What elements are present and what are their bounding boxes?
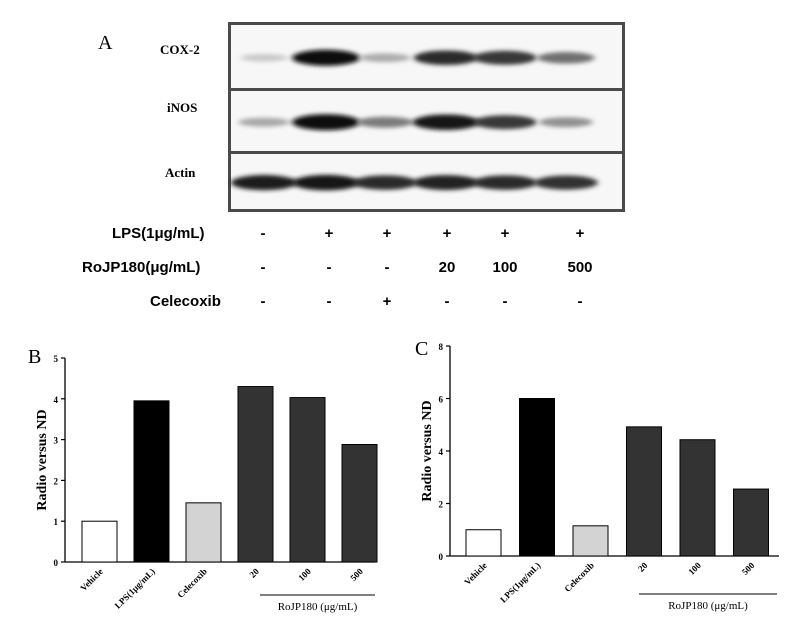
- blot-band: [473, 50, 537, 65]
- blot-label-inos: iNOS: [167, 100, 198, 115]
- blot-band: [359, 53, 411, 63]
- chart-b: 0 1 2 3 4 5 Radio versus ND Vehicle LPS(1μg/mL) C…: [35, 354, 378, 613]
- blot-band: [539, 117, 593, 128]
- treatment-cell: +: [442, 225, 452, 242]
- y-tick-label: 4: [54, 395, 59, 405]
- treatment-label-lps: LPS(1μg/mL): [112, 225, 205, 242]
- blot-band: [534, 175, 598, 190]
- bar-2: [572, 525, 609, 557]
- treatment-cell: -: [260, 259, 266, 276]
- blot-band: [413, 175, 479, 191]
- treatment-cell: +: [382, 225, 392, 242]
- x-tick-label: 20: [636, 560, 650, 574]
- treatment-cell: -: [577, 293, 583, 310]
- treatment-cell: 500: [567, 259, 593, 276]
- blot-band: [473, 115, 537, 130]
- blot-band: [292, 114, 360, 131]
- x-tick-label: 500: [740, 560, 757, 577]
- chart-c: 0 2 4 6 8 Radio versus ND Vehicle LPS(1μg/mL) Ce…: [420, 342, 779, 612]
- bar-4: [679, 439, 716, 557]
- treatment-cell: +: [324, 225, 334, 242]
- blot-band: [292, 49, 360, 66]
- bar-4: [289, 397, 326, 563]
- blot-band: [230, 175, 298, 191]
- y-tick-label: 8: [439, 342, 444, 352]
- y-tick-label: 1: [54, 517, 59, 527]
- blot-band: [238, 117, 290, 127]
- bar-1: [133, 400, 170, 563]
- treatment-cell: +: [382, 293, 392, 310]
- treatment-label-celecoxib: Celecoxib: [150, 293, 221, 310]
- bar-0: [465, 529, 502, 557]
- x-tick-label: LPS(1μg/mL): [113, 566, 157, 610]
- bar-2: [185, 502, 222, 563]
- bar-3: [626, 426, 662, 557]
- y-tick-label: 0: [439, 552, 444, 562]
- bar-1: [519, 398, 555, 557]
- western-blot-image: [228, 22, 625, 212]
- y-tick-label: 2: [439, 500, 444, 510]
- blot-band: [352, 175, 418, 190]
- blot-band: [472, 175, 538, 190]
- treatment-cell: 20: [438, 259, 456, 276]
- blot-band: [240, 54, 288, 62]
- blot-band: [412, 114, 480, 130]
- treatment-cell: 100: [492, 259, 518, 276]
- treatment-cell: +: [500, 225, 510, 242]
- bar-0: [81, 520, 118, 563]
- group-label: RoJP180 (μg/mL): [278, 601, 358, 613]
- y-tick-label: 5: [54, 354, 59, 364]
- blot-label-actin: Actin: [165, 165, 196, 180]
- blot-band: [292, 174, 360, 191]
- bar-3: [237, 386, 274, 563]
- treatment-cell: -: [260, 225, 266, 242]
- bar-5: [341, 443, 378, 563]
- y-tick-label: 6: [439, 395, 444, 405]
- y-tick-label: 3: [54, 436, 59, 446]
- x-tick-label: 20: [247, 566, 261, 580]
- x-tick-label: Celecoxib: [175, 566, 209, 600]
- x-tick-label: Celecoxib: [562, 560, 596, 594]
- panel-c-letter: C: [415, 338, 429, 360]
- y-tick-label: 0: [54, 558, 59, 568]
- blot-label-cox2: COX-2: [160, 42, 200, 57]
- y-tick-label: 2: [54, 476, 59, 486]
- y-axis-label: Radio versus ND: [35, 409, 50, 510]
- bar-5: [733, 488, 769, 557]
- y-tick-label: 4: [439, 447, 444, 457]
- treatment-cell: -: [444, 293, 450, 310]
- panel-b-letter: B: [28, 346, 42, 368]
- treatment-cell: -: [326, 293, 332, 310]
- x-tick-label: 100: [686, 560, 703, 577]
- treatment-cell: +: [575, 225, 585, 242]
- blot-band: [537, 52, 595, 64]
- treatment-cell: -: [260, 293, 266, 310]
- blot-band: [357, 116, 413, 128]
- blot-band: [413, 50, 479, 66]
- x-tick-label: 100: [296, 566, 313, 583]
- treatment-cell: -: [502, 293, 508, 310]
- x-tick-label: 500: [348, 566, 365, 583]
- y-axis-label: Radio versus ND: [420, 400, 435, 501]
- treatment-label-rojp180: RoJP180(μg/mL): [82, 259, 201, 276]
- x-tick-label: LPS(1μg/mL): [498, 560, 542, 604]
- panel-a-letter: A: [98, 32, 113, 54]
- x-tick-label: Vehicle: [78, 566, 105, 593]
- x-tick-label: Vehicle: [462, 560, 489, 587]
- group-label: RoJP180 (μg/mL): [668, 600, 748, 612]
- treatment-cell: -: [326, 259, 332, 276]
- treatment-cell: -: [384, 259, 390, 276]
